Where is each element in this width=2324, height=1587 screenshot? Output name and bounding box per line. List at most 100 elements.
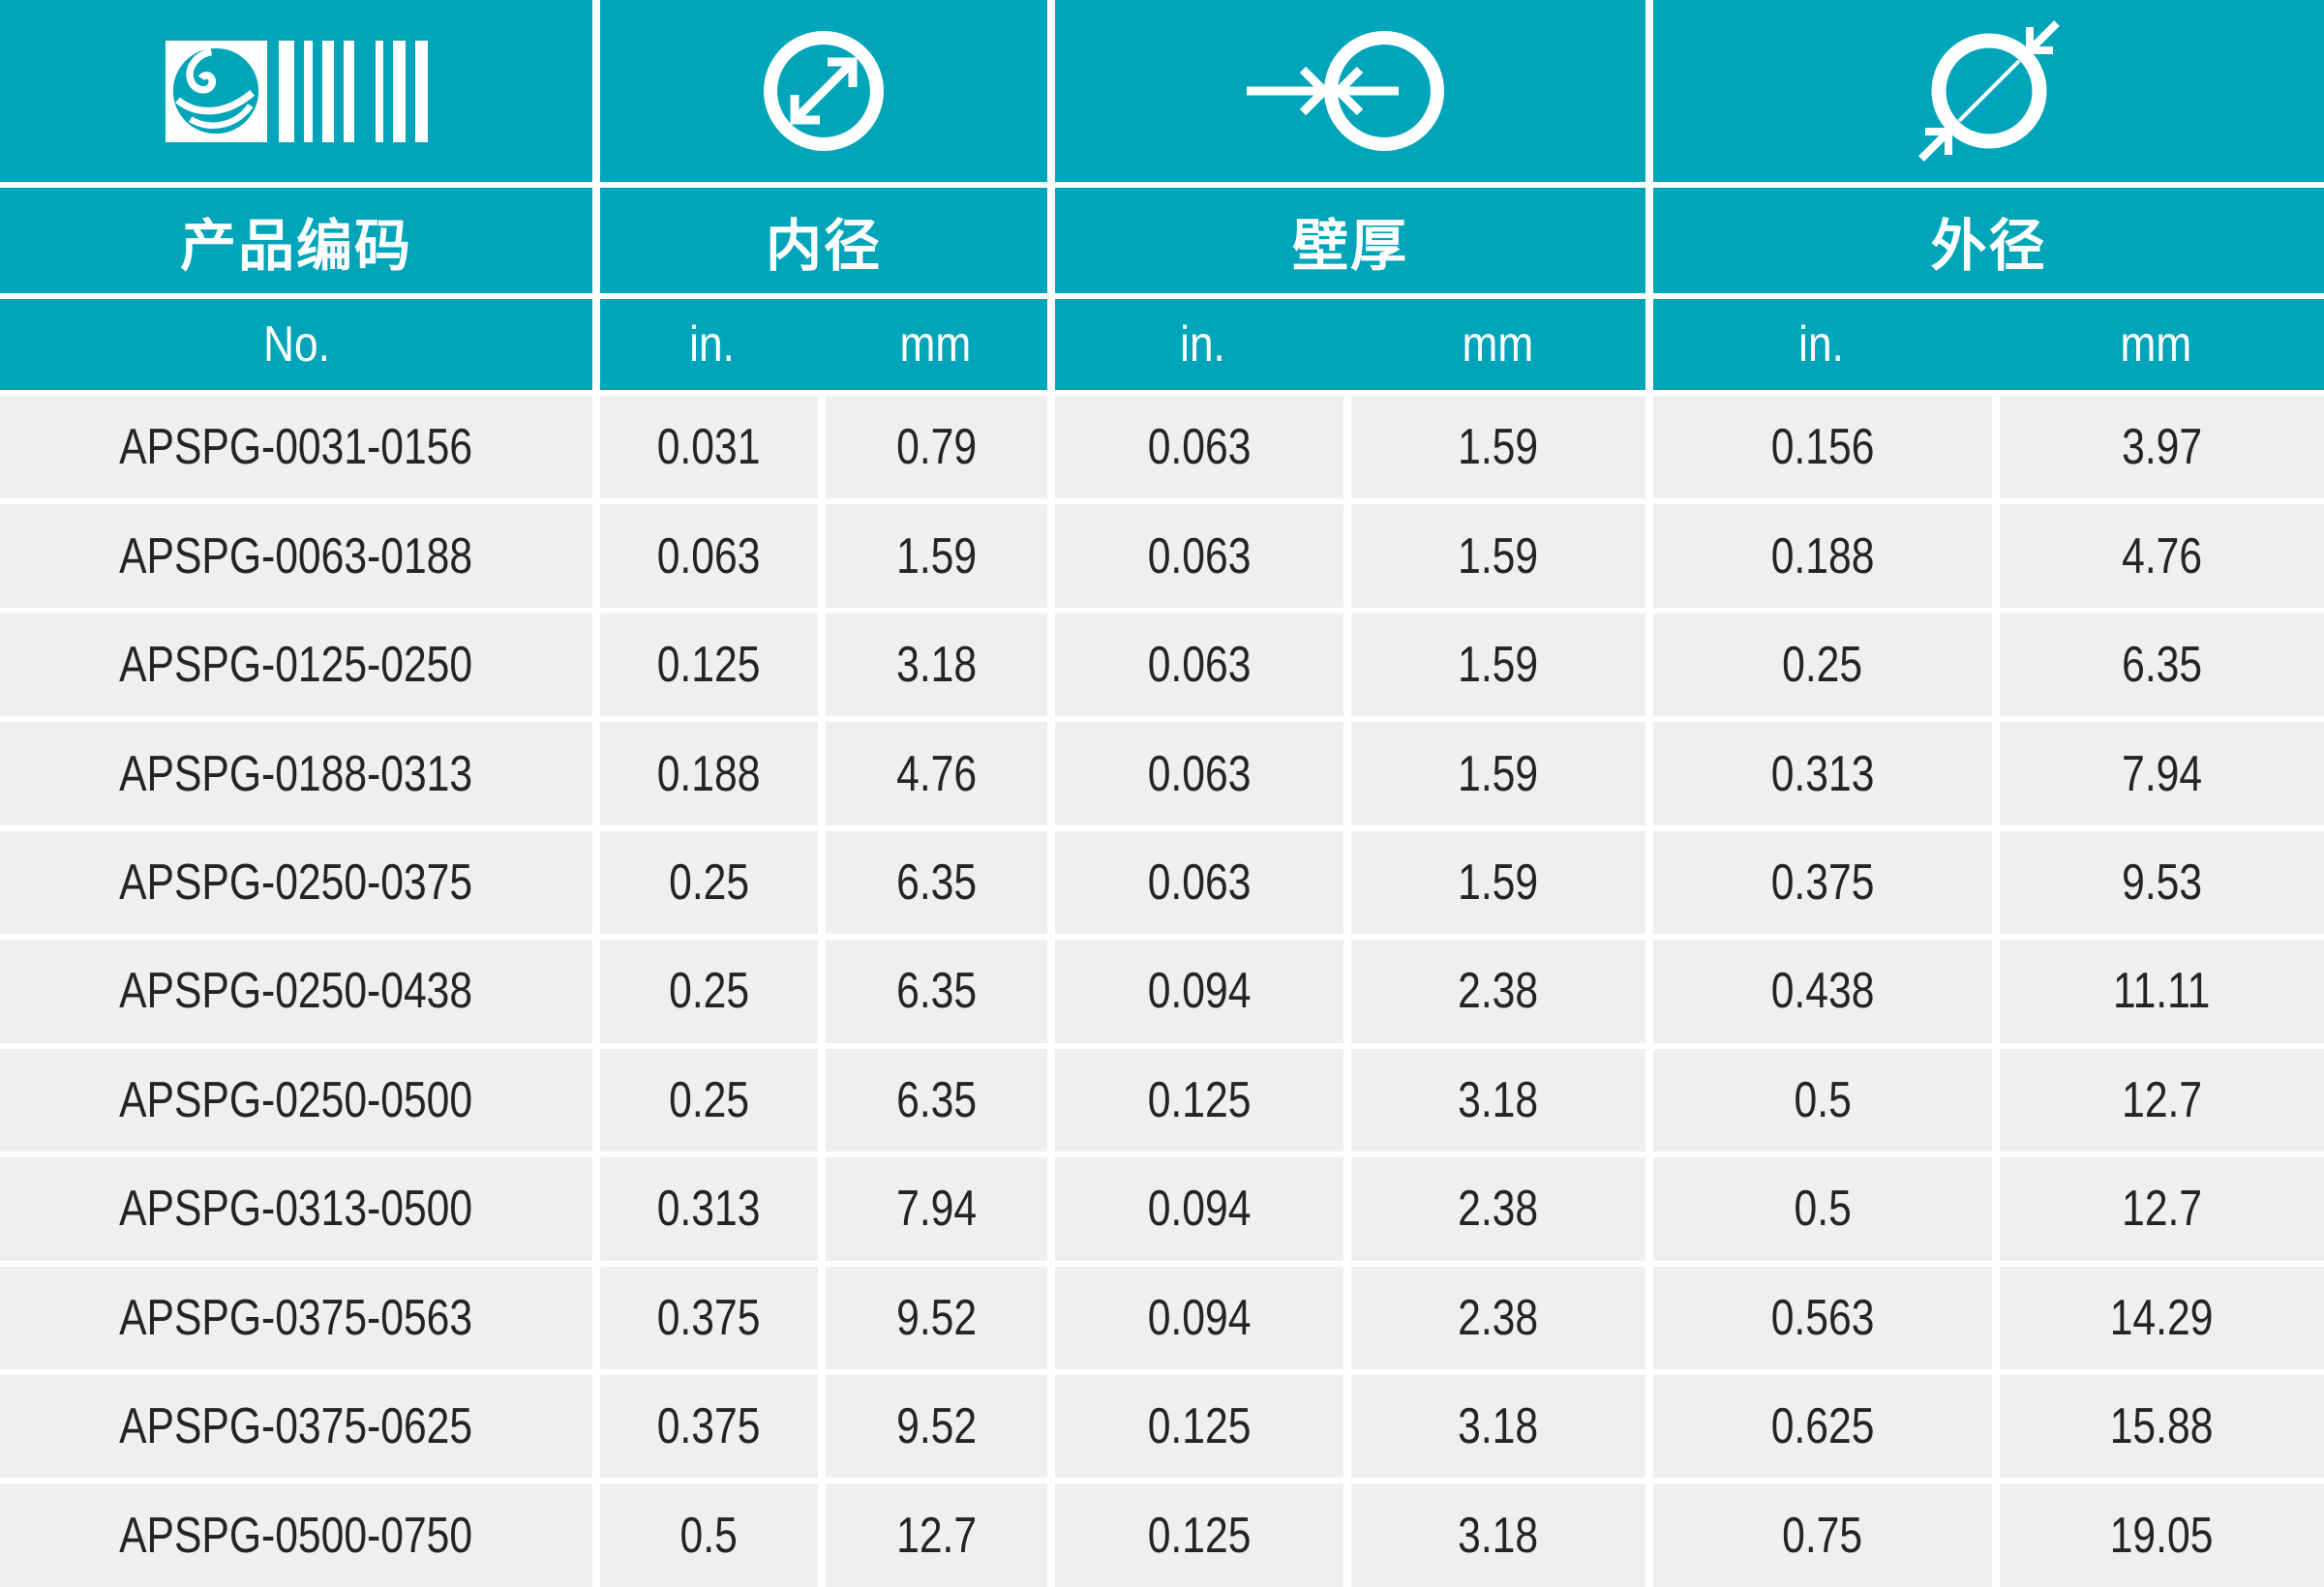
od-mm-cell: 9.53: [2000, 830, 2324, 935]
value-text: 7.94: [896, 1181, 977, 1238]
id-in-cell: 0.25: [600, 940, 818, 1043]
value-text: 3.18: [1458, 1507, 1539, 1564]
value-text: 0.063: [1147, 853, 1252, 911]
value-text: 0.79: [896, 419, 977, 476]
barcode-icon: [278, 40, 428, 142]
wt-in-cell: 0.063: [1055, 504, 1343, 608]
value-text: 0.375: [657, 1289, 761, 1346]
wt-mm-cell: 3.18: [1351, 1483, 1645, 1587]
product-code-cell: APSPG-0125-0250: [0, 613, 592, 717]
id-in-cell: 0.063: [600, 504, 818, 608]
value-text: 3.18: [1458, 1398, 1539, 1455]
value-text: 12.7: [2122, 1071, 2202, 1128]
product-code-cell: APSPG-0063-0188: [0, 504, 592, 608]
id-mm-cell: 6.35: [826, 1048, 1047, 1153]
value-text: 0.125: [1147, 1398, 1252, 1455]
wt-mm-cell: 1.59: [1351, 504, 1645, 608]
id-in-cell: 0.375: [600, 1374, 818, 1479]
od-mm-cell: 14.29: [2000, 1266, 2324, 1369]
subheader-no: No.: [0, 299, 592, 390]
id-mm-cell: 1.59: [826, 504, 1047, 608]
wt-mm-cell: 2.38: [1351, 1157, 1645, 1261]
value-text: 4.76: [2122, 527, 2202, 584]
wt-mm-cell: 1.59: [1351, 722, 1645, 825]
od-in-cell: 0.313: [1653, 722, 1992, 825]
value-text: 2.38: [1458, 1289, 1539, 1346]
column-group-outer-diameter: 外径: [1653, 188, 2324, 293]
product-code-text: APSPG-0500-0750: [119, 1507, 473, 1564]
wt-in-cell: 0.063: [1055, 830, 1343, 935]
id-mm-cell: 0.79: [826, 396, 1047, 499]
value-text: 0.125: [657, 637, 761, 694]
product-code-cell: APSPG-0250-0438: [0, 940, 592, 1043]
logo-cell: [0, 0, 592, 182]
value-text: 0.125: [1147, 1507, 1252, 1564]
wt-in-cell: 0.125: [1055, 1374, 1343, 1479]
wall-thickness-icon: [1247, 31, 1444, 151]
id-mm-cell: 6.35: [826, 940, 1047, 1043]
wt-mm-cell: 3.18: [1351, 1048, 1645, 1153]
wt-in-cell: 0.063: [1055, 722, 1343, 825]
value-text: 0.75: [1782, 1507, 1863, 1564]
value-text: 0.375: [1770, 853, 1875, 911]
value-text: 7.94: [2122, 745, 2202, 802]
column-group-wall-thickness: 壁厚: [1055, 188, 1645, 293]
value-text: 0.375: [657, 1398, 761, 1455]
subheader-wt-in: in.: [1180, 316, 1225, 373]
value-text: 4.76: [896, 745, 977, 802]
wt-in-cell: 0.063: [1055, 613, 1343, 717]
value-text: 0.063: [1147, 527, 1252, 584]
product-code-text: APSPG-0031-0156: [119, 419, 473, 476]
subheader-wt-mm: mm: [1462, 316, 1534, 373]
value-text: 0.563: [1770, 1289, 1875, 1346]
value-text: 0.5: [1794, 1071, 1852, 1128]
outer-diameter-icon: [1917, 20, 2060, 162]
value-text: 0.125: [1147, 1071, 1252, 1128]
product-code-text: APSPG-0313-0500: [119, 1181, 473, 1238]
id-in-cell: 0.313: [600, 1157, 818, 1261]
company-logo-icon: [165, 40, 267, 142]
value-text: 19.05: [2110, 1507, 2214, 1564]
value-text: 0.25: [669, 963, 749, 1020]
subheader-inner-diameter: in. mm: [600, 299, 1047, 390]
column-group-product-code: 产品编码: [0, 188, 592, 293]
subheader-od-mm: mm: [2120, 316, 2192, 373]
od-in-cell: 0.188: [1653, 504, 1992, 608]
id-in-cell: 0.25: [600, 1048, 818, 1153]
product-code-cell: APSPG-0031-0156: [0, 396, 592, 499]
wt-in-cell: 0.063: [1055, 396, 1343, 499]
od-mm-cell: 12.7: [2000, 1157, 2324, 1261]
od-mm-cell: 3.97: [2000, 396, 2324, 499]
value-text: 2.38: [1458, 963, 1539, 1020]
od-in-cell: 0.75: [1653, 1483, 1992, 1587]
product-code-text: APSPG-0375-0563: [119, 1289, 473, 1346]
wt-mm-cell: 2.38: [1351, 940, 1645, 1043]
id-mm-cell: 7.94: [826, 1157, 1047, 1261]
wt-in-cell: 0.125: [1055, 1483, 1343, 1587]
value-text: 0.063: [1147, 637, 1252, 694]
id-in-cell: 0.375: [600, 1266, 818, 1369]
value-text: 6.35: [896, 1071, 977, 1128]
value-text: 3.18: [896, 637, 977, 694]
value-text: 1.59: [1458, 745, 1539, 802]
od-mm-cell: 15.88: [2000, 1374, 2324, 1479]
wt-in-cell: 0.125: [1055, 1048, 1343, 1153]
subheader-id-mm: mm: [899, 316, 972, 373]
od-in-cell: 0.25: [1653, 613, 1992, 717]
id-in-cell: 0.188: [600, 722, 818, 825]
product-code-text: APSPG-0250-0438: [119, 963, 473, 1020]
value-text: 0.25: [669, 1071, 749, 1128]
value-text: 0.188: [1770, 527, 1875, 584]
value-text: 0.031: [657, 419, 761, 476]
value-text: 9.52: [896, 1289, 977, 1346]
value-text: 1.59: [1458, 637, 1539, 694]
value-text: 0.156: [1770, 419, 1875, 476]
product-code-text: APSPG-0125-0250: [119, 637, 473, 694]
wt-mm-cell: 1.59: [1351, 830, 1645, 935]
id-mm-cell: 12.7: [826, 1483, 1047, 1587]
value-text: 0.094: [1147, 963, 1252, 1020]
value-text: 1.59: [896, 527, 977, 584]
od-mm-cell: 7.94: [2000, 722, 2324, 825]
inner-diameter-icon-cell: [600, 0, 1047, 182]
